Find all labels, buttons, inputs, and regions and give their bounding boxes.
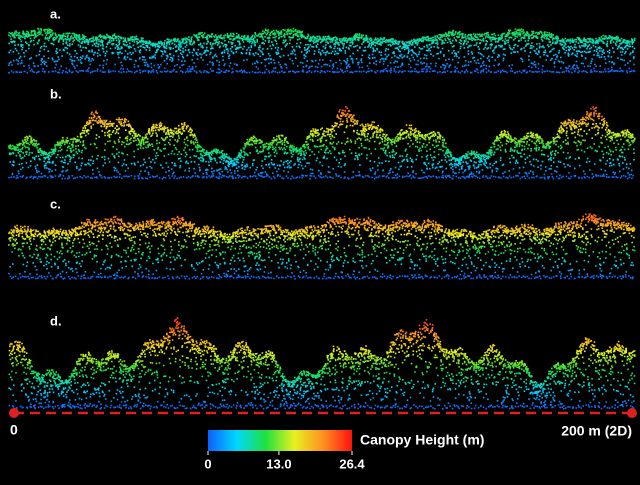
colorbar-tick-label: 0 bbox=[204, 456, 211, 471]
colorbar-ticks: 0 13.0 26.4 bbox=[204, 451, 365, 471]
colorbar-title: Canopy Height (m) bbox=[360, 432, 484, 448]
panel-label: b. bbox=[50, 86, 62, 101]
panel-label: c. bbox=[50, 196, 61, 211]
colorbar-tick-label: 13.0 bbox=[266, 456, 291, 471]
scale-start: 0 bbox=[10, 422, 18, 438]
panel-label: d. bbox=[50, 313, 62, 328]
scale-bar-end bbox=[627, 408, 637, 418]
colorbar-tick-label: 26.4 bbox=[339, 456, 365, 471]
scale-end: 200 m (2D) bbox=[561, 423, 632, 439]
colorbar bbox=[208, 430, 352, 451]
scale-bar-end bbox=[9, 408, 19, 418]
panel-label: a. bbox=[50, 6, 61, 21]
